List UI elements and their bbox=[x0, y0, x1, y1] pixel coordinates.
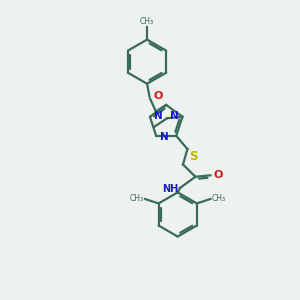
Text: N: N bbox=[160, 132, 169, 142]
Text: N: N bbox=[154, 111, 163, 121]
Text: CH₃: CH₃ bbox=[212, 194, 226, 203]
Text: O: O bbox=[213, 170, 222, 180]
Text: N: N bbox=[169, 111, 178, 121]
Text: CH₃: CH₃ bbox=[140, 17, 154, 26]
Text: NH: NH bbox=[162, 184, 178, 194]
Text: CH₃: CH₃ bbox=[129, 194, 144, 203]
Text: O: O bbox=[153, 91, 163, 101]
Text: S: S bbox=[189, 150, 197, 163]
